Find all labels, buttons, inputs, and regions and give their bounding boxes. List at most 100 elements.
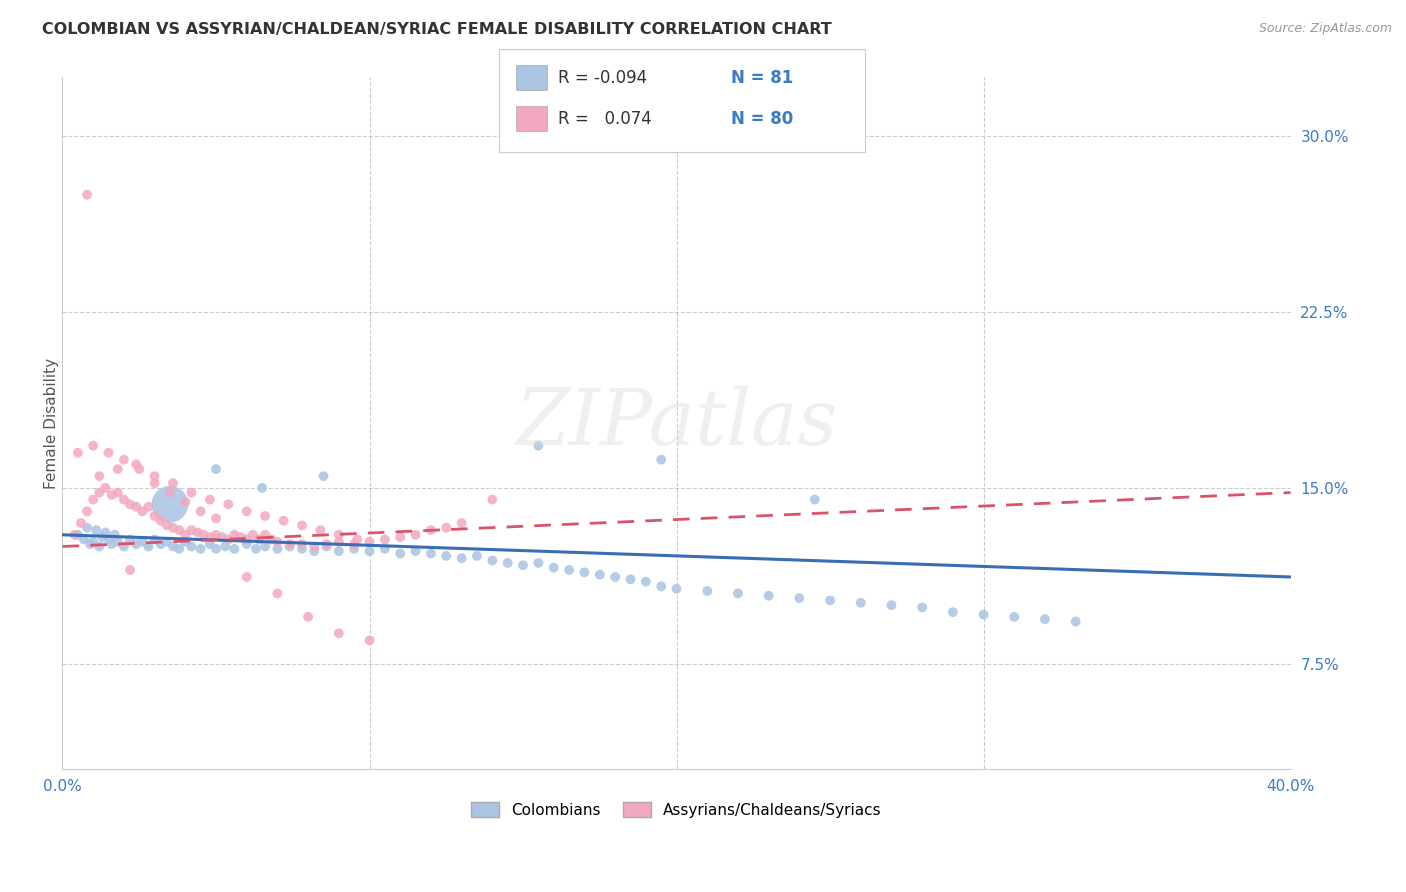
Point bbox=[405, 528, 427, 542]
Point bbox=[167, 541, 190, 556]
Point bbox=[254, 528, 277, 542]
Point bbox=[198, 530, 221, 544]
Point bbox=[128, 462, 150, 476]
Point bbox=[260, 533, 283, 547]
Point bbox=[973, 607, 995, 622]
Text: Source: ZipAtlas.com: Source: ZipAtlas.com bbox=[1258, 22, 1392, 36]
Point bbox=[229, 530, 252, 544]
Point bbox=[211, 530, 233, 544]
Point bbox=[112, 492, 135, 507]
Point bbox=[374, 541, 396, 556]
Point bbox=[818, 593, 841, 607]
Text: N = 80: N = 80 bbox=[731, 110, 793, 128]
Point bbox=[97, 533, 120, 547]
Point bbox=[527, 439, 550, 453]
Point bbox=[328, 528, 350, 542]
Point bbox=[89, 469, 111, 483]
Point bbox=[359, 544, 381, 558]
Point bbox=[235, 533, 257, 547]
Text: ZIPatlas: ZIPatlas bbox=[516, 385, 838, 461]
Point bbox=[118, 563, 141, 577]
Text: COLOMBIAN VS ASSYRIAN/CHALDEAN/SYRIAC FEMALE DISABILITY CORRELATION CHART: COLOMBIAN VS ASSYRIAN/CHALDEAN/SYRIAC FE… bbox=[42, 22, 832, 37]
Point bbox=[650, 452, 672, 467]
Point bbox=[97, 445, 120, 459]
Point bbox=[205, 528, 228, 542]
Point bbox=[297, 610, 319, 624]
Point bbox=[291, 541, 314, 556]
Point bbox=[389, 547, 412, 561]
Point bbox=[359, 534, 381, 549]
Point bbox=[278, 537, 301, 551]
Point bbox=[143, 476, 166, 491]
Point bbox=[125, 500, 148, 514]
Point bbox=[434, 521, 457, 535]
Point bbox=[79, 537, 101, 551]
Point bbox=[942, 605, 965, 619]
Point bbox=[758, 589, 780, 603]
Point bbox=[266, 541, 288, 556]
Point bbox=[82, 492, 104, 507]
Point bbox=[558, 563, 581, 577]
Point bbox=[254, 540, 277, 554]
Point bbox=[143, 533, 166, 547]
Point bbox=[156, 534, 179, 549]
Point bbox=[84, 523, 107, 537]
Point bbox=[634, 574, 657, 589]
Point bbox=[205, 541, 228, 556]
Point bbox=[76, 187, 98, 202]
Point bbox=[217, 497, 239, 511]
Point bbox=[849, 596, 872, 610]
Point bbox=[76, 504, 98, 518]
Point bbox=[235, 504, 257, 518]
Point bbox=[66, 445, 89, 459]
Point bbox=[66, 528, 89, 542]
Point bbox=[727, 586, 749, 600]
Point bbox=[911, 600, 934, 615]
Point bbox=[527, 556, 550, 570]
Point bbox=[1002, 610, 1025, 624]
Point bbox=[63, 528, 86, 542]
Point bbox=[138, 500, 160, 514]
Point bbox=[138, 540, 160, 554]
Point bbox=[131, 504, 153, 518]
Point bbox=[198, 537, 221, 551]
Point bbox=[82, 439, 104, 453]
Point bbox=[107, 534, 129, 549]
Point bbox=[304, 540, 326, 554]
Point bbox=[245, 541, 267, 556]
Point bbox=[205, 511, 228, 525]
Point bbox=[159, 497, 181, 511]
Point bbox=[328, 534, 350, 549]
Point bbox=[112, 540, 135, 554]
Point bbox=[174, 528, 197, 542]
Point bbox=[696, 584, 718, 599]
Point bbox=[224, 541, 246, 556]
Point bbox=[481, 492, 503, 507]
Point bbox=[125, 537, 148, 551]
Y-axis label: Female Disability: Female Disability bbox=[44, 358, 59, 489]
Point bbox=[278, 540, 301, 554]
Point bbox=[880, 598, 903, 612]
Point bbox=[328, 626, 350, 640]
Point bbox=[419, 547, 441, 561]
Point bbox=[450, 551, 472, 566]
Point bbox=[481, 553, 503, 567]
Point bbox=[149, 514, 172, 528]
Point bbox=[89, 485, 111, 500]
Legend: Colombians, Assyrians/Chaldeans/Syriacs: Colombians, Assyrians/Chaldeans/Syriacs bbox=[465, 797, 889, 824]
Point bbox=[180, 523, 202, 537]
Point bbox=[343, 537, 366, 551]
Point bbox=[605, 570, 627, 584]
Point bbox=[118, 533, 141, 547]
Point bbox=[465, 549, 488, 563]
Point bbox=[104, 528, 127, 542]
Point bbox=[346, 533, 368, 547]
Point bbox=[574, 566, 596, 580]
Point bbox=[162, 476, 184, 491]
Point bbox=[254, 508, 277, 523]
Point bbox=[112, 452, 135, 467]
Point bbox=[162, 521, 184, 535]
Point bbox=[273, 514, 295, 528]
Point bbox=[789, 591, 811, 606]
Point bbox=[190, 504, 212, 518]
